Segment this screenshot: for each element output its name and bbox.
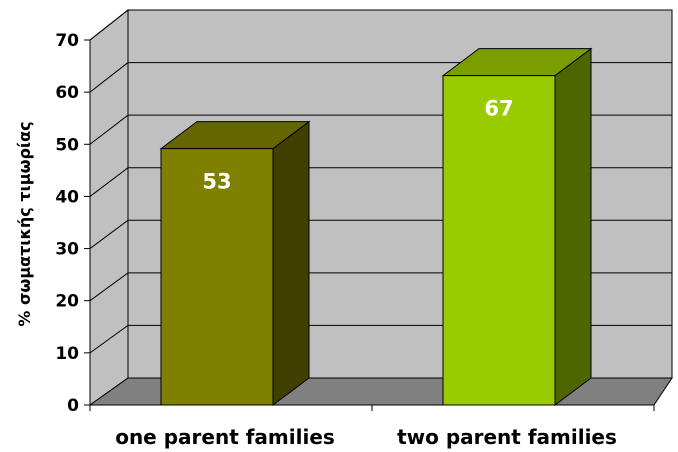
data-label: 67 — [484, 97, 513, 121]
gridline-side — [89, 62, 129, 93]
bar-front-face — [160, 148, 274, 406]
y-axis-label: % σωματικής τιμωρίας — [15, 121, 34, 326]
y-tick-label: 0 — [67, 396, 79, 416]
x-tick-label: one parent families — [115, 425, 335, 449]
gridline-side — [89, 325, 129, 354]
bar — [159, 120, 311, 406]
bars: 53 67 — [159, 47, 593, 406]
chart-side-wall — [89, 8, 129, 406]
y-tick-label: 20 — [55, 292, 79, 312]
x-tick-label: two parent families — [397, 425, 617, 449]
y-tick-label: 70 — [55, 31, 79, 51]
gridline-side — [89, 272, 129, 302]
x-axis: one parent families two parent families — [115, 425, 617, 449]
data-label: 53 — [202, 170, 231, 194]
bar-side-face — [272, 120, 310, 406]
y-tick-label: 50 — [55, 135, 79, 155]
y-tick-label: 30 — [55, 240, 79, 260]
y-tick-label: 60 — [55, 83, 79, 103]
bar — [441, 47, 593, 406]
gridline-side — [89, 9, 129, 41]
gridline-side — [89, 114, 129, 145]
bar-front-face — [442, 75, 556, 406]
y-tick-label: 40 — [55, 187, 79, 207]
bar-side-face — [554, 47, 592, 406]
y-tick-label: 10 — [55, 344, 79, 364]
gridline-side — [89, 219, 129, 249]
gridline-side — [89, 167, 129, 197]
y-axis: 0 10 20 30 40 50 60 70 — [55, 31, 655, 416]
